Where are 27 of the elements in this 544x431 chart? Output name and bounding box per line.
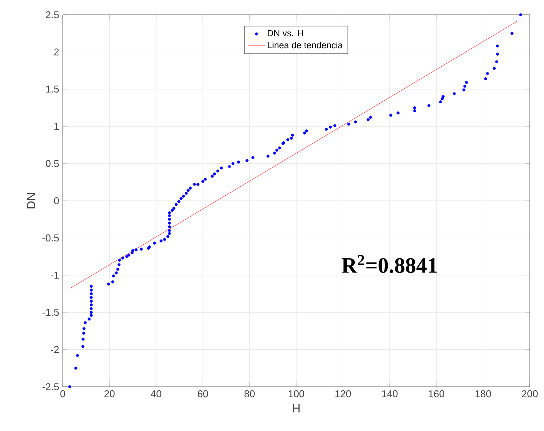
y-tick-label: 2.5 bbox=[46, 11, 60, 19]
x-tick-label: 140 bbox=[382, 390, 398, 398]
y-tick-label: 0 bbox=[54, 197, 60, 205]
y-tick-label: -2 bbox=[51, 346, 59, 354]
x-tick-label: 20 bbox=[104, 390, 115, 398]
y-tick-label: 2 bbox=[54, 48, 59, 56]
x-tick-label: 0 bbox=[60, 390, 66, 398]
y-tick-label: -2.5 bbox=[42, 383, 60, 391]
y-tick-label: -1.5 bbox=[42, 309, 60, 316]
x-tick-label: 40 bbox=[151, 390, 162, 398]
y-tick-label: 0.5 bbox=[46, 160, 60, 168]
annotation: R$^{2}$=0.8841 bbox=[342, 255, 438, 274]
x-axis-title: H bbox=[293, 404, 300, 413]
legend-label: Linea de tendencia bbox=[268, 42, 344, 49]
x-tick-label: 180 bbox=[476, 390, 492, 398]
x-tick-label: 120 bbox=[336, 390, 352, 398]
x-tick-label: 80 bbox=[244, 390, 255, 398]
y-tick-label: -1 bbox=[51, 272, 60, 279]
legend-label: DN vs. H bbox=[268, 30, 304, 37]
y-tick-label: 1.5 bbox=[46, 86, 60, 93]
x-tick-label: 100 bbox=[288, 390, 304, 398]
x-tick-label: 200 bbox=[522, 390, 538, 398]
y-tick-label: 1 bbox=[54, 123, 59, 130]
y-tick-label: -0.5 bbox=[42, 234, 60, 242]
x-tick-label: 60 bbox=[198, 390, 208, 398]
x-tick-label: 160 bbox=[429, 390, 445, 398]
y-axis-title: DN bbox=[27, 193, 36, 209]
